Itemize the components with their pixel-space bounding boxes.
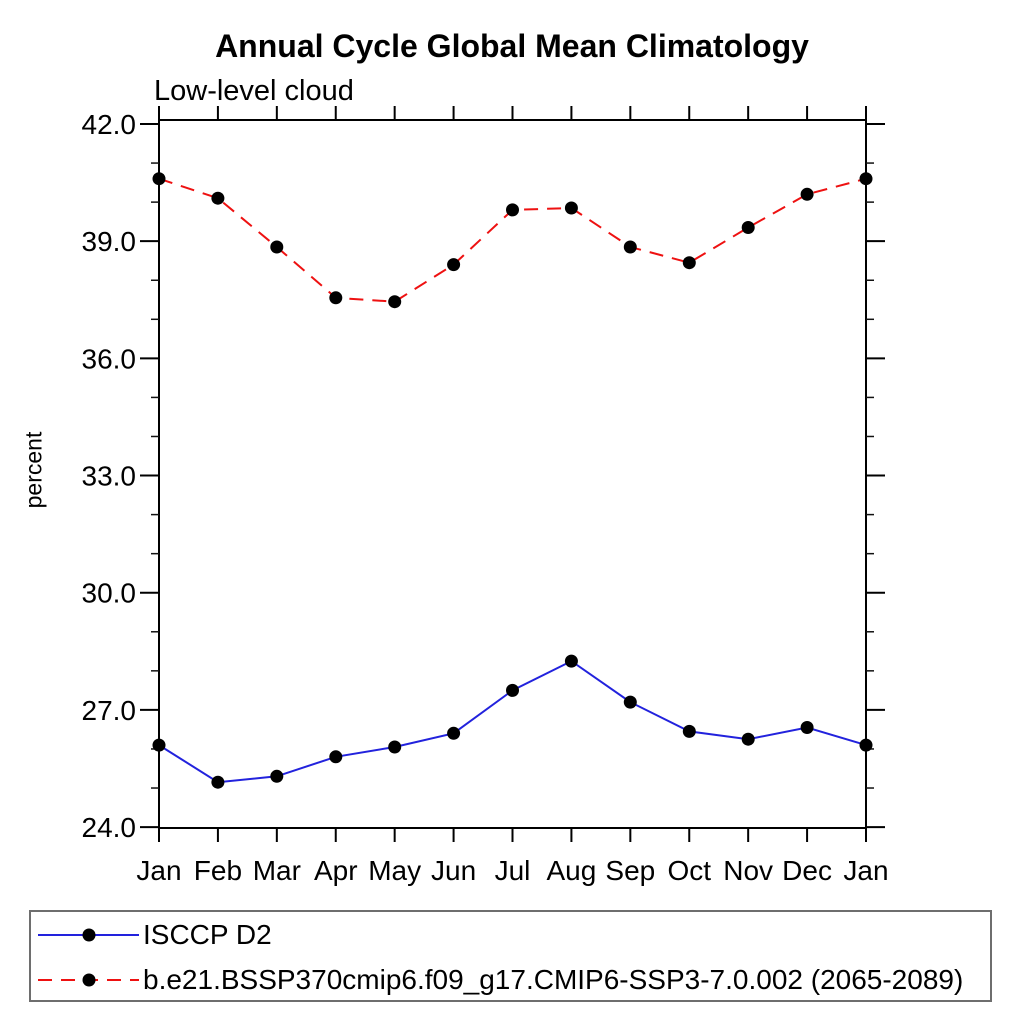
plot-border <box>158 119 867 829</box>
x-tick-label: Nov <box>723 855 773 886</box>
data-point-marker <box>623 240 637 254</box>
y-tick-label: 39.0 <box>82 226 137 257</box>
data-point-marker <box>564 201 578 215</box>
x-tick-label: Apr <box>314 855 358 886</box>
y-tick-label: 24.0 <box>82 812 137 843</box>
data-point-marker <box>741 221 755 234</box>
chart-subtitle: Low-level cloud <box>154 75 354 107</box>
data-point-marker <box>270 240 284 254</box>
legend-line-sample <box>38 973 139 987</box>
legend-marker-icon <box>82 928 96 942</box>
x-tick-label: Feb <box>194 855 242 886</box>
x-tick-label: Dec <box>782 855 832 886</box>
data-point-marker <box>800 187 814 201</box>
x-tick-label: Aug <box>547 855 597 886</box>
series-line-1 <box>158 177 867 303</box>
data-point-marker <box>388 295 402 309</box>
chart-title: Annual Cycle Global Mean Climatology <box>215 28 809 64</box>
data-point-marker <box>388 740 402 754</box>
data-point-marker <box>682 256 696 270</box>
legend-label: b.e21.BSSP370cmip6.f09_g17.CMIP6-SSP3-7.… <box>143 964 964 995</box>
data-point-marker <box>152 172 166 186</box>
legend-line-sample <box>38 928 139 942</box>
data-point-marker <box>211 191 225 205</box>
data-point-marker <box>859 172 873 186</box>
x-tick-label: Jan <box>843 855 888 886</box>
y-tick-label: 42.0 <box>82 109 137 140</box>
data-point-marker <box>447 726 461 740</box>
x-tick-label: May <box>368 855 421 886</box>
y-axis-label: percent <box>20 431 47 509</box>
legend-label: ISCCP D2 <box>143 919 272 950</box>
data-point-marker <box>447 258 461 272</box>
y-tick-label: 36.0 <box>82 343 137 374</box>
data-point-marker <box>152 738 166 752</box>
y-tick-label: 33.0 <box>82 461 137 492</box>
x-tick-label: Mar <box>253 855 301 886</box>
y-tick-label: 30.0 <box>82 578 137 609</box>
x-tick-label: Jan <box>136 855 181 886</box>
data-point-marker <box>623 695 637 709</box>
x-tick-label: Jun <box>431 855 476 886</box>
data-point-marker <box>800 721 814 734</box>
data-point-marker <box>506 683 519 697</box>
data-point-marker <box>859 738 873 752</box>
y-tick-label: 27.0 <box>82 695 137 726</box>
x-tick-label: Oct <box>667 855 711 886</box>
data-point-marker <box>211 775 225 789</box>
legend-marker-icon <box>82 973 96 987</box>
legend-box: ISCCP D2 b.e21.BSSP370cmip6.f09_g17.CMIP… <box>29 910 992 1002</box>
x-tick-label: Sep <box>605 855 655 886</box>
data-point-marker <box>329 750 343 764</box>
data-point-marker <box>682 724 696 738</box>
data-point-marker <box>329 291 343 305</box>
legend-item: ISCCP D2 <box>38 919 272 950</box>
data-point-marker <box>270 769 284 783</box>
legend-item: b.e21.BSSP370cmip6.f09_g17.CMIP6-SSP3-7.… <box>38 964 964 995</box>
data-point-marker <box>564 654 578 668</box>
data-point-marker <box>741 732 755 746</box>
x-tick-label: Jul <box>495 855 531 886</box>
data-point-marker <box>506 203 519 217</box>
series-line-0 <box>158 659 867 784</box>
